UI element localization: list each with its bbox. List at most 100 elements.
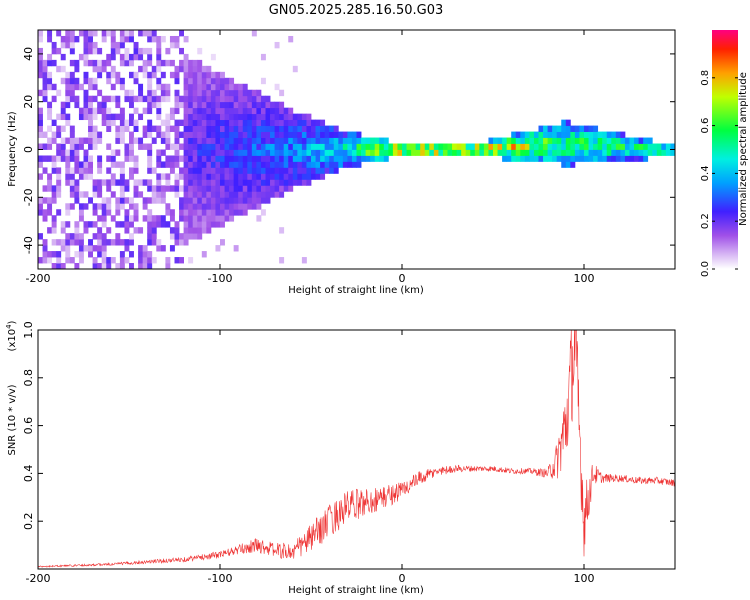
spectrogram-cell bbox=[624, 143, 630, 150]
spectrogram-cell bbox=[602, 137, 608, 144]
spectrogram-cell bbox=[65, 179, 71, 186]
spectrogram-cell bbox=[265, 167, 271, 174]
spectrogram-cell bbox=[92, 257, 98, 264]
spectrogram-cell bbox=[356, 149, 362, 156]
spectrogram-cell bbox=[274, 179, 280, 186]
spectrogram-cell bbox=[183, 119, 189, 127]
spectrogram-cell bbox=[92, 113, 98, 121]
spectrogram-cell bbox=[301, 179, 307, 186]
spectrogram-cell bbox=[210, 209, 216, 216]
spectrogram-cell bbox=[242, 113, 248, 121]
spectrogram-cell bbox=[292, 143, 298, 150]
spectrogram-cell bbox=[69, 173, 75, 180]
spectrogram-cell bbox=[529, 155, 535, 162]
spectrogram-cell bbox=[183, 77, 189, 85]
spectrogram-cell bbox=[38, 143, 43, 150]
spectrogram-cell bbox=[288, 119, 294, 127]
spectrogram-cell bbox=[247, 173, 253, 180]
spectrogram-cell bbox=[215, 149, 221, 156]
spectrogram-cell bbox=[38, 131, 43, 138]
spectrogram-cell bbox=[547, 125, 553, 132]
spectrogram-cell bbox=[260, 131, 266, 138]
spectrogram-cell bbox=[247, 113, 253, 121]
spectrogram-cell bbox=[447, 143, 453, 150]
spectrogram-cell bbox=[320, 119, 326, 127]
spectrogram-cell bbox=[160, 95, 166, 103]
spectrogram-cell bbox=[124, 143, 130, 150]
spectrogram-cell bbox=[92, 209, 98, 216]
spectrogram-cell bbox=[206, 185, 212, 192]
spectrogram-cell bbox=[547, 143, 553, 150]
spectrogram-cell bbox=[65, 149, 71, 156]
spectrogram-cell bbox=[106, 263, 112, 269]
spectrogram-cell bbox=[547, 137, 553, 144]
spectrogram-cell bbox=[97, 161, 103, 168]
spectrogram-cell bbox=[643, 143, 649, 150]
spectrogram-cell bbox=[565, 155, 571, 162]
spectrogram-cell bbox=[56, 65, 62, 73]
spectrogram-cell bbox=[356, 155, 362, 162]
spectrogram-cell bbox=[306, 179, 312, 186]
spectrogram-cell bbox=[151, 35, 157, 43]
spectrogram-cell bbox=[274, 167, 280, 174]
spectrogram-cell bbox=[265, 149, 271, 156]
spectrogram-cell bbox=[156, 239, 162, 246]
spectrogram-cell bbox=[342, 131, 348, 138]
spectrogram-cell bbox=[124, 197, 130, 204]
spectrogram-cell bbox=[670, 143, 675, 150]
spectrogram-cell bbox=[138, 251, 144, 258]
spectrogram-cell bbox=[424, 143, 430, 150]
spectrogram-cell bbox=[593, 131, 599, 138]
spectrogram-cell bbox=[88, 125, 93, 132]
spectrogram-cell bbox=[129, 221, 134, 228]
spectrogram-cell bbox=[238, 143, 244, 150]
spectrogram-cell bbox=[183, 35, 189, 43]
spectrogram-cell bbox=[361, 155, 366, 162]
spectrogram-cell bbox=[165, 173, 171, 180]
spectrogram-cell bbox=[97, 245, 103, 252]
spectrogram-cell bbox=[260, 101, 266, 109]
spectrogram-cell bbox=[92, 137, 98, 144]
spectrogram-cell bbox=[524, 149, 530, 156]
spectrogram-cell bbox=[78, 215, 84, 222]
spectrogram-cell bbox=[151, 95, 157, 103]
spectrogram-cell bbox=[242, 89, 248, 97]
spectrogram-cell bbox=[115, 131, 121, 138]
spectrogram-cell bbox=[69, 71, 75, 79]
spectrogram-cell bbox=[251, 197, 257, 204]
spectrogram-cell bbox=[301, 155, 307, 162]
spectrogram-cell bbox=[151, 197, 157, 204]
spectrogram-cell bbox=[47, 53, 53, 61]
spectrogram-cell bbox=[197, 179, 203, 186]
spectrogram-cell bbox=[83, 89, 89, 97]
spectrogram-cell bbox=[229, 179, 235, 186]
spectrogram-cell bbox=[142, 125, 148, 132]
spectrogram-cell bbox=[197, 119, 203, 127]
spectrogram-cell bbox=[69, 125, 75, 132]
spectrogram-cell bbox=[88, 239, 93, 246]
spectrogram-cell bbox=[301, 257, 307, 264]
spectrogram-cell bbox=[51, 215, 57, 222]
spectrogram-cell bbox=[174, 137, 180, 144]
spectrogram-cell bbox=[524, 131, 530, 138]
spectrogram-cell bbox=[201, 215, 207, 222]
spectrogram-cell bbox=[224, 107, 230, 115]
spectrogram-cell bbox=[638, 143, 644, 150]
spectrogram-cell bbox=[38, 119, 43, 127]
spectrogram-cell bbox=[552, 131, 558, 138]
spectrogram-cell bbox=[142, 215, 148, 222]
spectrogram-cell bbox=[169, 227, 175, 234]
spectrogram-cell bbox=[256, 125, 262, 132]
snr-y-label: SNR (10 * v/v) bbox=[7, 384, 18, 455]
spectrogram-cell bbox=[151, 89, 157, 97]
spectrogram-cell bbox=[406, 149, 412, 156]
spectrogram-cell bbox=[192, 95, 198, 103]
spectrogram-cell bbox=[283, 125, 289, 132]
spectrogram-cell bbox=[92, 179, 98, 186]
spectrogram-cell bbox=[142, 257, 148, 264]
spectrogram-cell bbox=[574, 137, 580, 144]
spectrogram-cell bbox=[124, 125, 130, 132]
spectrogram-cell bbox=[251, 167, 257, 174]
spectrogram-cell bbox=[533, 131, 539, 138]
